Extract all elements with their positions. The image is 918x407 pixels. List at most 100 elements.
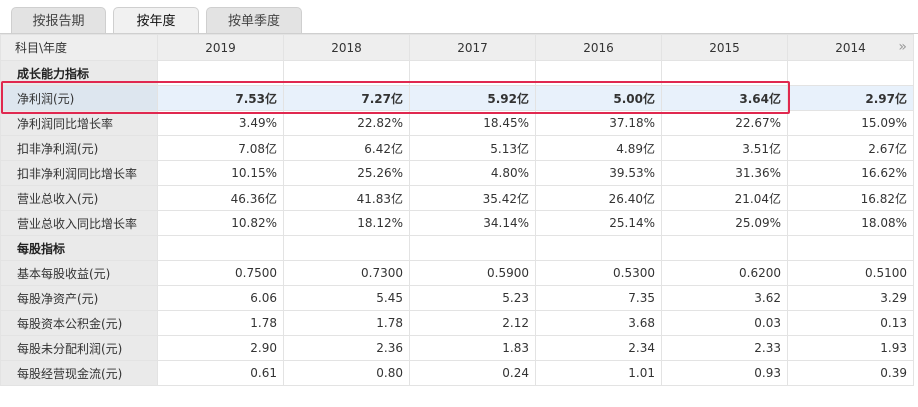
tab-by-quarter[interactable]: 按单季度: [206, 7, 302, 34]
table-row: 每股未分配利润(元) 2.90 2.36 1.83 2.34 2.33 1.93: [0, 335, 914, 361]
value-cell: 39.53%: [535, 160, 662, 186]
value-cell: 0.03: [661, 310, 788, 336]
value-cell: 25.14%: [535, 210, 662, 236]
header-year: 2014 »: [787, 34, 914, 61]
value-cell: 5.45: [283, 285, 410, 311]
value-cell: 2.90: [157, 335, 284, 361]
value-cell: 2.33: [661, 335, 788, 361]
value-cell: 7.35: [535, 285, 662, 311]
value-cell: 15.09%: [787, 110, 914, 136]
table-row: 扣非净利润同比增长率 10.15% 25.26% 4.80% 39.53% 31.36% 1…: [0, 160, 914, 186]
table-row: 营业总收入同比增长率 10.82% 18.12% 34.14% 25.14% 25.09%…: [0, 210, 914, 236]
value-cell: 18.12%: [283, 210, 410, 236]
row-label: 营业总收入同比增长率: [0, 210, 158, 236]
value-cell: 1.83: [409, 335, 536, 361]
value-cell: 0.5900: [409, 260, 536, 286]
value-cell: 46.36亿: [157, 185, 284, 211]
value-cell: 3.29: [787, 285, 914, 311]
value-cell: 1.78: [283, 310, 410, 336]
value-cell: 25.26%: [283, 160, 410, 186]
section-row: 每股指标: [0, 235, 914, 261]
table-row: 每股净资产(元) 6.06 5.45 5.23 7.35 3.62 3.29: [0, 285, 914, 311]
empty-cell: [409, 60, 536, 86]
table-row: 营业总收入(元) 46.36亿 41.83亿 35.42亿 26.40亿 21.04亿 16…: [0, 185, 914, 211]
value-cell: 4.80%: [409, 160, 536, 186]
row-label: 每股经营现金流(元): [0, 360, 158, 386]
value-cell: 3.68: [535, 310, 662, 336]
value-cell: 16.82亿: [787, 185, 914, 211]
empty-cell: [409, 235, 536, 261]
empty-cell: [157, 60, 284, 86]
table-row: 扣非净利润(元) 7.08亿 6.42亿 5.13亿 4.89亿 3.51亿 2.67亿: [0, 135, 914, 161]
value-cell: 22.82%: [283, 110, 410, 136]
table-row: 净利润(元) 7.53亿 7.27亿 5.92亿 5.00亿 3.64亿 2.97亿: [0, 85, 914, 111]
value-cell: 1.93: [787, 335, 914, 361]
value-cell: 3.62: [661, 285, 788, 311]
value-cell: 18.08%: [787, 210, 914, 236]
value-cell: 4.89亿: [535, 135, 662, 161]
empty-cell: [157, 235, 284, 261]
value-cell: 26.40亿: [535, 185, 662, 211]
header-year: 2019: [157, 34, 284, 61]
value-cell: 6.06: [157, 285, 284, 311]
next-page-icon[interactable]: »: [898, 39, 907, 55]
value-cell: 31.36%: [661, 160, 788, 186]
tab-bar: 按报告期 按年度 按单季度: [0, 0, 918, 35]
empty-cell: [283, 235, 410, 261]
value-cell: 1.01: [535, 360, 662, 386]
empty-cell: [661, 235, 788, 261]
section-title: 成长能力指标: [0, 60, 158, 86]
tab-by-year[interactable]: 按年度: [113, 7, 199, 35]
value-cell: 10.15%: [157, 160, 284, 186]
value-cell: 0.7300: [283, 260, 410, 286]
header-year: 2016: [535, 34, 662, 61]
value-cell: 35.42亿: [409, 185, 536, 211]
value-cell: 2.34: [535, 335, 662, 361]
value-cell: 7.08亿: [157, 135, 284, 161]
table-row: 净利润同比增长率 3.49% 22.82% 18.45% 37.18% 22.67% 15.…: [0, 110, 914, 136]
value-cell: 2.67亿: [787, 135, 914, 161]
header-subject: 科目\年度: [0, 34, 158, 61]
value-cell: 7.27亿: [283, 85, 410, 111]
row-label: 净利润同比增长率: [0, 110, 158, 136]
tab-by-report-period[interactable]: 按报告期: [11, 7, 106, 34]
section-title: 每股指标: [0, 235, 158, 261]
value-cell: 0.80: [283, 360, 410, 386]
value-cell: 10.82%: [157, 210, 284, 236]
value-cell: 1.78: [157, 310, 284, 336]
value-cell: 0.61: [157, 360, 284, 386]
value-cell: 3.49%: [157, 110, 284, 136]
value-cell: 6.42亿: [283, 135, 410, 161]
value-cell: 5.00亿: [535, 85, 662, 111]
value-cell: 0.5300: [535, 260, 662, 286]
value-cell: 0.24: [409, 360, 536, 386]
row-label: 净利润(元): [0, 85, 158, 111]
value-cell: 0.5100: [787, 260, 914, 286]
empty-cell: [787, 235, 914, 261]
value-cell: 41.83亿: [283, 185, 410, 211]
tab-divider: [0, 33, 918, 34]
value-cell: 16.62%: [787, 160, 914, 186]
value-cell: 37.18%: [535, 110, 662, 136]
value-cell: 25.09%: [661, 210, 788, 236]
row-label: 每股资本公积金(元): [0, 310, 158, 336]
header-year-label: 2014: [835, 40, 866, 55]
value-cell: 34.14%: [409, 210, 536, 236]
header-year: 2017: [409, 34, 536, 61]
header-year: 2018: [283, 34, 410, 61]
value-cell: 5.23: [409, 285, 536, 311]
section-row: 成长能力指标: [0, 60, 914, 86]
empty-cell: [283, 60, 410, 86]
value-cell: 0.39: [787, 360, 914, 386]
row-label: 每股净资产(元): [0, 285, 158, 311]
value-cell: 5.13亿: [409, 135, 536, 161]
value-cell: 7.53亿: [157, 85, 284, 111]
row-label: 扣非净利润同比增长率: [0, 160, 158, 186]
value-cell: 0.93: [661, 360, 788, 386]
value-cell: 21.04亿: [661, 185, 788, 211]
value-cell: 0.13: [787, 310, 914, 336]
value-cell: 3.64亿: [661, 85, 788, 111]
value-cell: 2.97亿: [787, 85, 914, 111]
value-cell: 22.67%: [661, 110, 788, 136]
table-row: 每股经营现金流(元) 0.61 0.80 0.24 1.01 0.93 0.39: [0, 360, 914, 386]
